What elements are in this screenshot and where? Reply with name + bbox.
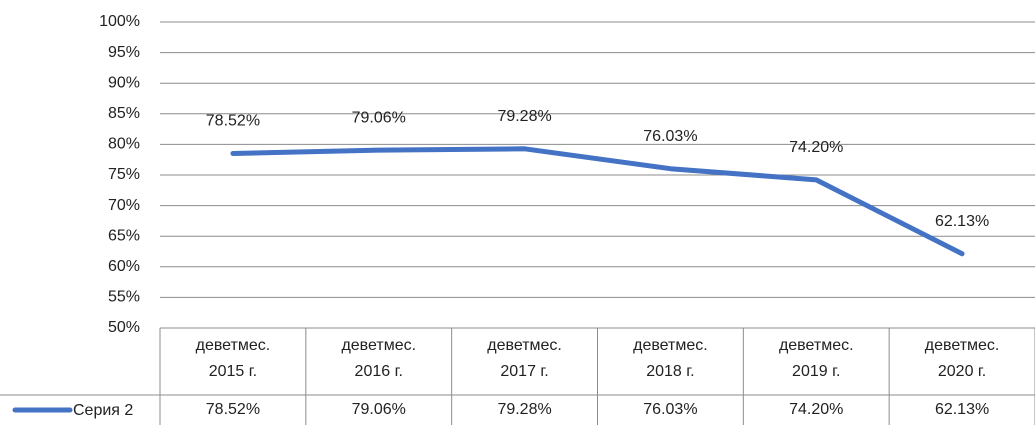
table-value: 79.06% — [351, 401, 406, 418]
y-tick-label: 85% — [108, 105, 140, 122]
data-label: 78.52% — [206, 113, 260, 130]
y-tick-label: 65% — [108, 227, 140, 244]
legend-label: Серия 2 — [73, 402, 133, 419]
line-series — [230, 146, 965, 257]
table-value: 62.13% — [934, 401, 990, 418]
y-tick-label: 60% — [108, 258, 140, 275]
y-tick-label: 95% — [108, 44, 140, 61]
category-label: деветмес. 2019 г. — [778, 337, 854, 380]
table-value: 79.28% — [497, 401, 552, 418]
data-label: 74.20% — [789, 139, 843, 156]
data-label: 62.13% — [935, 213, 989, 230]
y-tick-label: 80% — [108, 136, 140, 153]
table-value: 74.20% — [789, 401, 844, 418]
y-tick-label: 90% — [108, 74, 140, 91]
y-tick-label: 100% — [99, 13, 140, 30]
data-label: 79.06% — [352, 109, 406, 126]
category-label: деветмес. 2020 г. — [924, 337, 1000, 380]
y-tick-label: 70% — [108, 197, 140, 214]
table-value: 78.52% — [205, 401, 261, 418]
category-label: деветмес. 2016 г. — [341, 337, 417, 380]
category-label: деветмес. 2017 г. — [487, 337, 562, 380]
y-tick-label: 50% — [108, 319, 140, 336]
category-label: деветмес. 2015 г. — [195, 337, 271, 380]
category-label: деветмес. 2018 г. — [633, 337, 708, 380]
y-tick-label: 75% — [108, 166, 140, 183]
table-value: 76.03% — [643, 401, 698, 418]
data-label: 76.03% — [643, 128, 697, 145]
y-tick-label: 55% — [108, 289, 140, 306]
data-label: 79.28% — [497, 108, 551, 125]
